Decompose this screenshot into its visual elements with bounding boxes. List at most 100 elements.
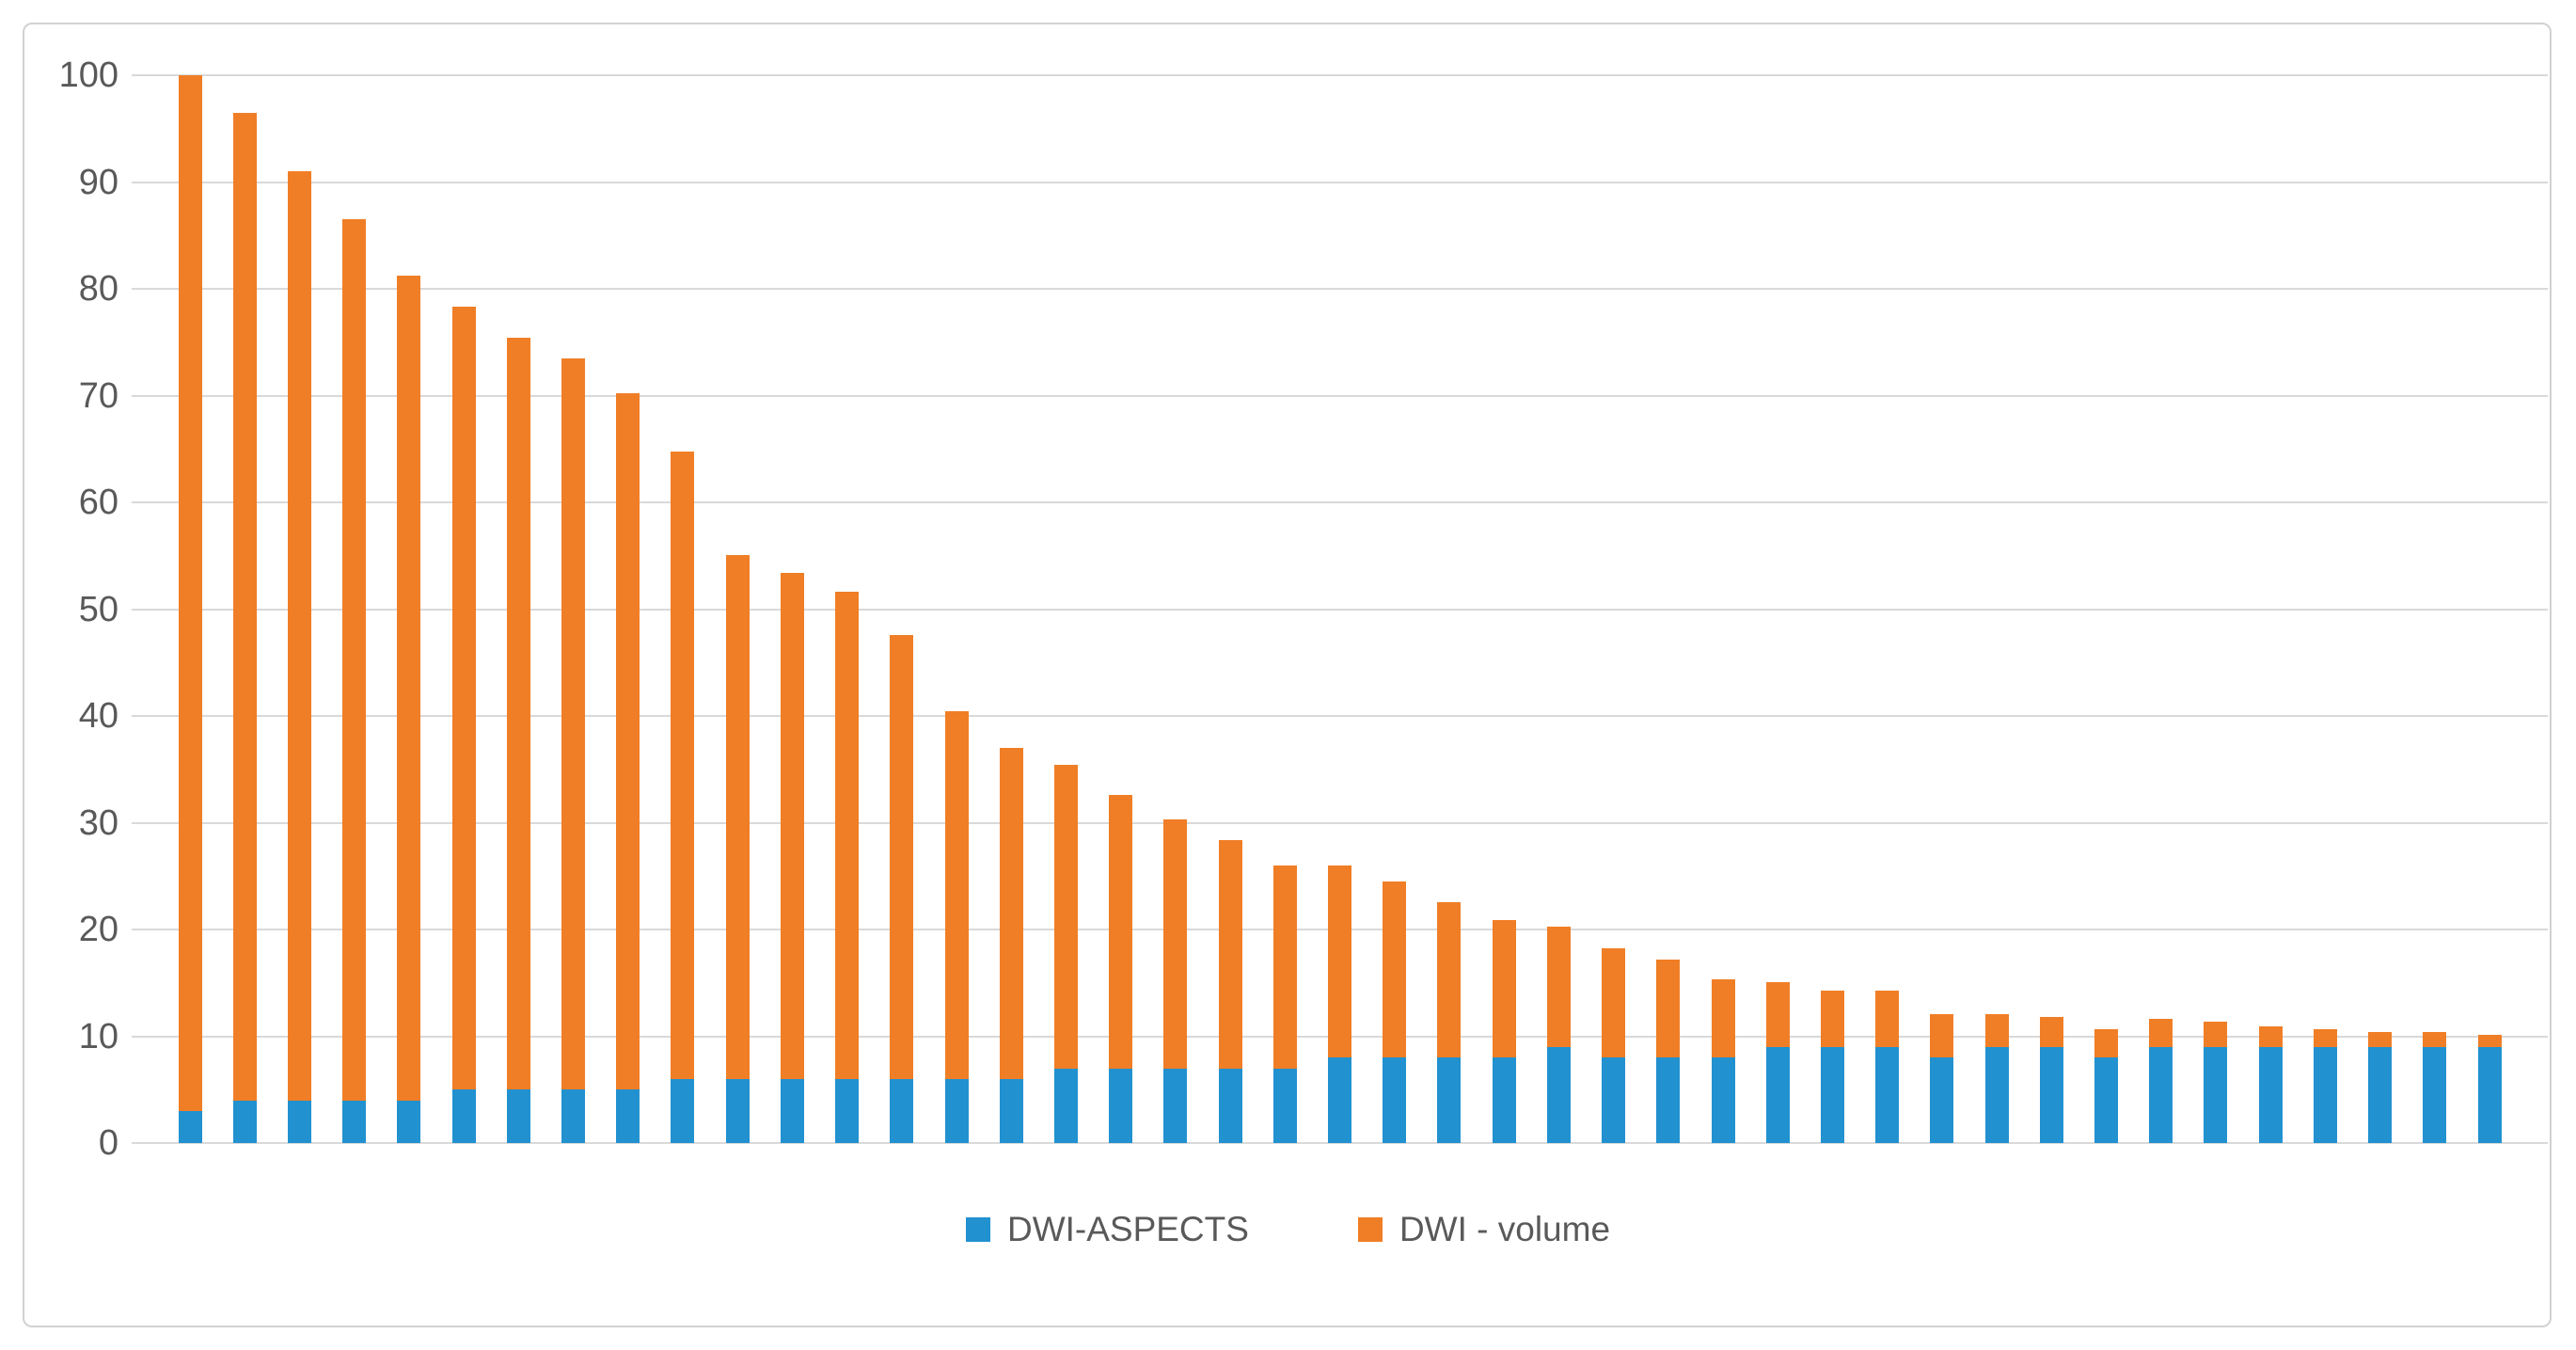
bar	[1765, 75, 1790, 1143]
y-tick-label: 20	[78, 910, 119, 949]
bar	[1383, 75, 1407, 1143]
bar	[671, 75, 695, 1143]
bar-segment-aspects	[1328, 1057, 1351, 1143]
legend-swatch-icon	[1357, 1217, 1383, 1242]
bar	[178, 75, 202, 1143]
bar	[1656, 75, 1681, 1143]
gridline	[132, 501, 2548, 503]
bar-segment-volume	[1437, 901, 1462, 1058]
bar-segment-volume	[2094, 1028, 2118, 1058]
gridline	[132, 394, 2548, 397]
bar-segment-volume	[835, 592, 860, 1079]
bar	[1053, 75, 1078, 1143]
chart-legend: DWI-ASPECTS DWI - volume	[0, 1210, 2576, 1249]
bar-segment-aspects	[1602, 1057, 1626, 1143]
bar-segment-volume	[944, 711, 969, 1079]
bar	[1109, 75, 1133, 1143]
bar-segment-aspects	[1437, 1057, 1462, 1143]
bar-segment-aspects	[1109, 1068, 1133, 1143]
bar-segment-aspects	[1218, 1068, 1242, 1143]
bar	[287, 75, 311, 1143]
bar	[780, 75, 804, 1143]
bar-segment-aspects	[2313, 1046, 2337, 1143]
bar-segment-aspects	[2477, 1046, 2502, 1143]
bar-segment-volume	[232, 112, 257, 1101]
bar-segment-aspects	[890, 1078, 914, 1143]
bar-segment-volume	[451, 307, 476, 1090]
bar-segment-volume	[2368, 1031, 2393, 1047]
bar	[999, 75, 1023, 1143]
bar-segment-volume	[1109, 795, 1133, 1069]
bar	[451, 75, 476, 1143]
bar-segment-aspects	[616, 1089, 640, 1143]
gridline	[132, 821, 2548, 824]
gridline	[132, 608, 2548, 611]
bar-segment-volume	[671, 451, 695, 1079]
gridline	[132, 1142, 2548, 1144]
bar-segment-volume	[1930, 1013, 1954, 1058]
bar	[1163, 75, 1188, 1143]
bar-segment-volume	[1765, 981, 1790, 1047]
bar-segment-volume	[616, 393, 640, 1090]
bar	[2204, 75, 2228, 1143]
bar	[725, 75, 750, 1143]
y-tick-label: 100	[58, 56, 119, 95]
bar	[2477, 75, 2502, 1143]
bar-segment-volume	[1656, 959, 1681, 1058]
bar	[944, 75, 969, 1143]
bar-segment-volume	[1820, 990, 1844, 1047]
bar-segment-volume	[2313, 1028, 2337, 1047]
bar-segment-aspects	[1875, 1046, 1900, 1143]
bar-segment-aspects	[1053, 1068, 1078, 1143]
bar-segment-volume	[1546, 926, 1571, 1047]
legend-label: DWI - volume	[1399, 1210, 1611, 1248]
bar-segment-volume	[780, 572, 804, 1079]
y-tick-label: 80	[78, 269, 119, 309]
gridline	[132, 74, 2548, 76]
bar-segment-aspects	[2039, 1046, 2063, 1143]
bar-segment-volume	[1272, 865, 1297, 1069]
bar	[561, 75, 585, 1143]
bar-segment-aspects	[287, 1100, 311, 1143]
bar	[397, 75, 421, 1143]
y-tick-label: 60	[78, 483, 119, 522]
bar	[2094, 75, 2118, 1143]
bar-segment-aspects	[1765, 1046, 1790, 1143]
plot-area	[132, 74, 2548, 1144]
bar-segment-volume	[1984, 1013, 2009, 1047]
bar	[1820, 75, 1844, 1143]
bar-segment-volume	[2149, 1019, 2173, 1047]
bar-segment-volume	[1602, 948, 1626, 1058]
bar-segment-volume	[1383, 881, 1407, 1058]
bar-segment-volume	[287, 171, 311, 1101]
bar-segment-aspects	[397, 1100, 421, 1143]
bar-segment-aspects	[178, 1110, 202, 1143]
bar-segment-volume	[999, 748, 1023, 1079]
bar-segment-aspects	[725, 1078, 750, 1143]
bar	[2039, 75, 2063, 1143]
y-tick-label: 90	[78, 162, 119, 202]
bar-segment-aspects	[2149, 1046, 2173, 1143]
bar-segment-aspects	[1163, 1068, 1188, 1143]
bar-segment-volume	[1163, 819, 1188, 1069]
legend-label: DWI-ASPECTS	[1006, 1210, 1249, 1248]
bar-segment-volume	[397, 276, 421, 1101]
bar	[2368, 75, 2393, 1143]
bar-segment-volume	[2423, 1031, 2447, 1047]
bar-segment-aspects	[835, 1078, 860, 1143]
bar-segment-aspects	[1383, 1057, 1407, 1143]
bar-segment-volume	[1218, 839, 1242, 1069]
bar	[1218, 75, 1242, 1143]
bar-segment-aspects	[1492, 1057, 1516, 1143]
bar	[835, 75, 860, 1143]
bar	[1492, 75, 1516, 1143]
bar-segment-volume	[725, 554, 750, 1079]
bar-segment-aspects	[780, 1078, 804, 1143]
bar-segment-aspects	[2258, 1046, 2283, 1143]
bar-segment-aspects	[1930, 1057, 1954, 1143]
bar	[342, 75, 367, 1143]
bar-segment-aspects	[999, 1078, 1023, 1143]
bar-segment-volume	[1053, 765, 1078, 1069]
gridline	[132, 288, 2548, 290]
bar-segment-aspects	[342, 1100, 367, 1143]
